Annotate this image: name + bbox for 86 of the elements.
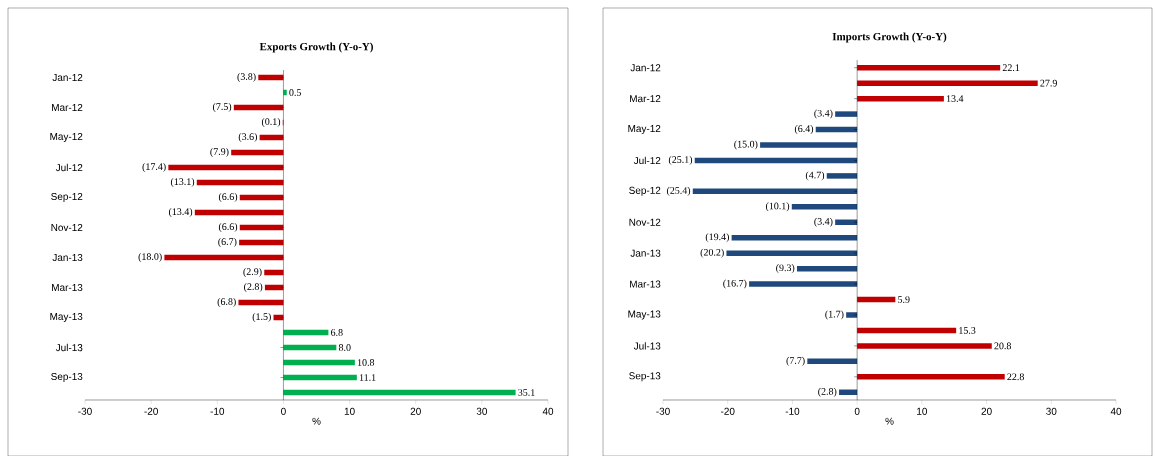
chart-title: Imports Growth (Y-o-Y) [832, 32, 947, 43]
x-tick-label: 30 [1046, 407, 1057, 415]
y-tick-label: Jan-12 [630, 64, 661, 72]
x-tick-label: 0 [281, 407, 286, 415]
data-label: 11.1 [359, 374, 376, 381]
data-label: (6.4) [794, 124, 814, 134]
data-label: 27.9 [1040, 79, 1057, 87]
x-tick-label: 30 [476, 407, 488, 415]
x-tick-label: -20 [720, 407, 735, 415]
data-label: (16.7) [723, 279, 747, 289]
data-label: (3.8) [237, 72, 256, 82]
data-label: (6.8) [217, 297, 236, 307]
data-label: (19.4) [705, 233, 729, 243]
y-tick-label: Mar-12 [630, 95, 661, 103]
y-tick-label: May-13 [50, 312, 83, 322]
data-label: (3.4) [814, 109, 833, 119]
x-tick-label: -30 [78, 407, 92, 415]
data-label: (25.1) [668, 155, 693, 165]
x-tick-label: -10 [785, 407, 800, 415]
data-label: (15.0) [734, 140, 758, 150]
data-label: (3.4) [814, 217, 833, 227]
data-label: 22.1 [1002, 64, 1020, 71]
data-label: (13.1) [170, 177, 195, 187]
data-label: 20.8 [994, 342, 1012, 350]
data-label: (13.4) [168, 207, 193, 217]
data-label: 6.8 [331, 329, 343, 336]
x-tick-label: -30 [656, 407, 670, 415]
y-tick-label: Jul-12 [55, 163, 83, 172]
y-tick-label: Nov-12 [629, 218, 661, 226]
y-tick-label: Sep-13 [51, 372, 83, 382]
data-label: 8.0 [338, 344, 351, 351]
data-label: (6.6) [218, 192, 238, 202]
y-tick-label: Mar-13 [52, 283, 83, 291]
y-tick-label: Jul-12 [633, 156, 661, 165]
data-label: (7.5) [212, 102, 232, 112]
x-tick-label: 40 [1110, 407, 1122, 415]
y-tick-label: May-12 [628, 124, 661, 134]
data-label: 35.1 [518, 389, 535, 396]
data-label: 15.3 [959, 326, 976, 334]
data-label: (1.5) [252, 312, 271, 322]
y-tick-label: Mar-12 [52, 103, 83, 111]
y-tick-label: Jan-13 [52, 253, 83, 261]
data-label: 22.8 [1007, 373, 1024, 381]
data-label: (3.6) [238, 132, 257, 142]
data-label: (7.7) [786, 356, 805, 366]
data-label: (2.8) [818, 387, 837, 397]
y-tick-label: Sep-12 [629, 186, 661, 196]
y-tick-label: May-13 [628, 310, 661, 320]
x-tick-label: 20 [981, 407, 992, 415]
x-tick-label: 40 [542, 407, 554, 415]
y-tick-label: Jul-13 [55, 343, 83, 352]
y-tick-label: Jan-12 [52, 73, 83, 81]
data-label: 10.8 [357, 359, 375, 366]
data-label: 5.9 [898, 296, 910, 303]
data-label: (6.7) [218, 237, 237, 247]
data-label: (2.9) [243, 267, 262, 277]
y-tick-label: Nov-12 [51, 223, 83, 231]
y-tick-label: Sep-12 [51, 192, 83, 202]
x-tick-label: 20 [410, 407, 421, 415]
data-label: (17.4) [142, 162, 166, 172]
y-tick-label: Mar-13 [630, 280, 661, 288]
data-label: (4.7) [805, 171, 825, 181]
data-label: (25.4) [666, 186, 691, 196]
x-axis-title: % [885, 417, 894, 425]
y-tick-label: May-12 [50, 132, 83, 142]
x-tick-label: 10 [344, 407, 355, 415]
x-tick-label: 10 [917, 407, 928, 415]
data-label: (18.0) [138, 252, 162, 262]
data-label: (6.6) [218, 222, 238, 232]
y-tick-label: Jul-13 [633, 342, 661, 350]
data-label: 0.5 [289, 89, 302, 96]
data-label: (7.9) [210, 147, 229, 157]
data-label: (2.8) [244, 282, 263, 292]
x-tick-label: 0 [854, 407, 860, 415]
chart-title: Exports Growth (Y-o-Y) [259, 42, 373, 53]
data-label: (0.1) [261, 117, 281, 127]
x-tick-label: -20 [144, 407, 158, 415]
data-label: (10.1) [765, 202, 790, 212]
x-axis-title: % [312, 417, 321, 425]
data-label: 13.4 [946, 95, 964, 102]
y-tick-label: Jan-13 [630, 249, 661, 257]
data-label: (1.7) [825, 310, 844, 320]
x-tick-label: -10 [210, 407, 225, 415]
data-label: (20.2) [700, 248, 724, 258]
data-label: (9.3) [776, 264, 795, 274]
y-tick-label: Sep-13 [629, 372, 661, 382]
